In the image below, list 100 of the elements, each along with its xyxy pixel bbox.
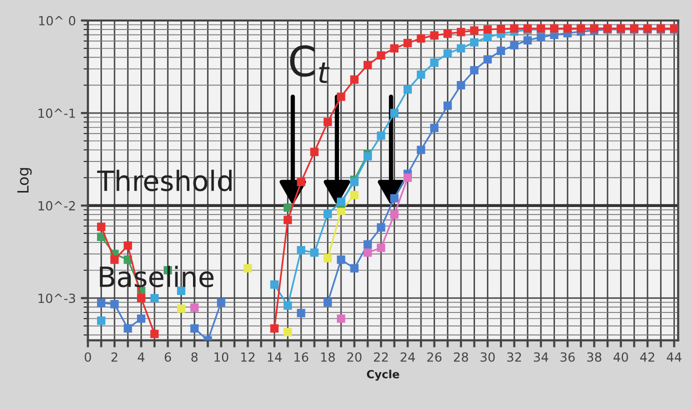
point <box>350 178 359 186</box>
x-tick-label: 34 <box>534 352 548 362</box>
point <box>324 118 332 126</box>
point <box>296 308 306 318</box>
point <box>284 216 292 224</box>
x-tick-label: 8 <box>191 352 198 362</box>
x-tick-label: 26 <box>427 352 442 362</box>
x-tick-label: 0 <box>84 352 92 362</box>
point <box>376 244 386 252</box>
point <box>510 41 518 50</box>
point <box>404 85 412 94</box>
point <box>443 102 452 110</box>
x-tick-label: 18 <box>321 352 335 362</box>
x-tick-label: 14 <box>268 352 282 362</box>
point <box>310 248 319 257</box>
point <box>296 178 306 186</box>
point <box>150 294 159 302</box>
point <box>443 30 452 38</box>
point <box>324 210 332 218</box>
point <box>97 316 106 325</box>
x-tick-label: 38 <box>587 352 602 362</box>
x-tick-label: 20 <box>347 352 362 362</box>
x-tick-label: 10 <box>214 352 228 362</box>
point <box>483 33 492 42</box>
point <box>190 324 199 333</box>
x-tick-label: 42 <box>640 352 654 362</box>
y-tick-label: 10^-3 <box>38 294 76 304</box>
x-tick-label: 28 <box>454 352 468 362</box>
x-tick-label: 44 <box>666 352 682 362</box>
point <box>284 203 292 212</box>
x-tick-label: 40 <box>614 352 628 362</box>
point <box>376 51 386 60</box>
point <box>390 44 399 53</box>
point <box>110 256 119 264</box>
point <box>496 24 506 34</box>
point <box>510 24 518 33</box>
point <box>350 264 359 272</box>
point <box>456 44 466 53</box>
y-tick-label: 10^-1 <box>38 108 75 118</box>
point <box>364 248 372 257</box>
y-tick-label: 10^ 0 <box>39 16 76 26</box>
point <box>176 304 186 313</box>
point <box>496 46 506 56</box>
point <box>124 241 132 250</box>
point <box>97 298 106 307</box>
x-tick-label: 12 <box>241 352 254 362</box>
point <box>376 131 386 140</box>
point <box>483 55 492 64</box>
point <box>456 81 466 90</box>
point <box>97 232 106 241</box>
point <box>350 75 359 84</box>
x-tick-label: 24 <box>400 352 415 362</box>
point <box>470 66 478 74</box>
x-tick-label: 2 <box>111 352 118 362</box>
x-tick-label: 22 <box>374 352 388 362</box>
point <box>336 256 346 264</box>
point <box>364 60 372 70</box>
x-tick-label: 36 <box>560 352 575 362</box>
point <box>310 148 319 156</box>
point <box>244 264 252 272</box>
point <box>470 38 478 47</box>
point <box>150 330 159 338</box>
point <box>430 31 438 40</box>
point <box>324 298 332 307</box>
point <box>416 70 426 79</box>
point <box>336 314 346 323</box>
point <box>483 25 492 34</box>
point <box>404 38 412 48</box>
point <box>137 294 146 302</box>
y-tick-label: 10^-2 <box>38 201 75 210</box>
point <box>416 34 426 43</box>
x-tick-label: 32 <box>507 352 521 362</box>
point <box>284 328 292 336</box>
point <box>430 124 438 132</box>
point <box>376 223 386 232</box>
point <box>416 146 426 154</box>
point <box>216 298 226 307</box>
x-tick-label: 4 <box>138 352 144 362</box>
point <box>124 324 132 333</box>
point <box>296 246 306 254</box>
point <box>523 36 532 45</box>
point <box>364 240 372 249</box>
point <box>404 174 412 182</box>
point <box>336 92 346 101</box>
point <box>390 210 399 219</box>
x-tick-label: 6 <box>164 352 172 362</box>
point <box>190 303 199 312</box>
point <box>536 33 546 42</box>
point <box>270 280 279 289</box>
point <box>284 301 292 310</box>
x-tick-label: 30 <box>480 352 495 362</box>
point <box>443 49 452 58</box>
point <box>270 324 279 333</box>
point <box>390 194 399 202</box>
point <box>470 26 478 35</box>
point <box>110 300 119 308</box>
point <box>430 58 438 67</box>
point <box>97 222 106 231</box>
y-axis-title: Log <box>17 168 32 193</box>
point <box>364 152 372 161</box>
